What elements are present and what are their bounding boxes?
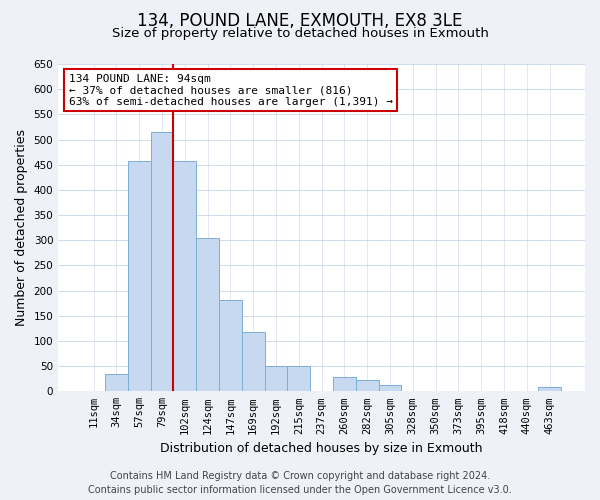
Bar bbox=[196, 238, 219, 392]
Text: Size of property relative to detached houses in Exmouth: Size of property relative to detached ho… bbox=[112, 28, 488, 40]
Bar bbox=[242, 332, 265, 392]
Text: 134 POUND LANE: 94sqm
← 37% of detached houses are smaller (816)
63% of semi-det: 134 POUND LANE: 94sqm ← 37% of detached … bbox=[69, 74, 393, 107]
Y-axis label: Number of detached properties: Number of detached properties bbox=[15, 129, 28, 326]
Bar bbox=[151, 132, 173, 392]
Bar bbox=[356, 380, 379, 392]
Bar bbox=[287, 366, 310, 392]
Bar bbox=[333, 376, 356, 392]
Bar bbox=[379, 385, 401, 392]
Bar bbox=[538, 388, 561, 392]
Text: 134, POUND LANE, EXMOUTH, EX8 3LE: 134, POUND LANE, EXMOUTH, EX8 3LE bbox=[137, 12, 463, 30]
Bar bbox=[219, 300, 242, 392]
Bar bbox=[173, 160, 196, 392]
Bar bbox=[265, 366, 287, 392]
Bar bbox=[105, 374, 128, 392]
X-axis label: Distribution of detached houses by size in Exmouth: Distribution of detached houses by size … bbox=[160, 442, 483, 455]
Text: Contains HM Land Registry data © Crown copyright and database right 2024.
Contai: Contains HM Land Registry data © Crown c… bbox=[88, 471, 512, 495]
Bar bbox=[128, 160, 151, 392]
